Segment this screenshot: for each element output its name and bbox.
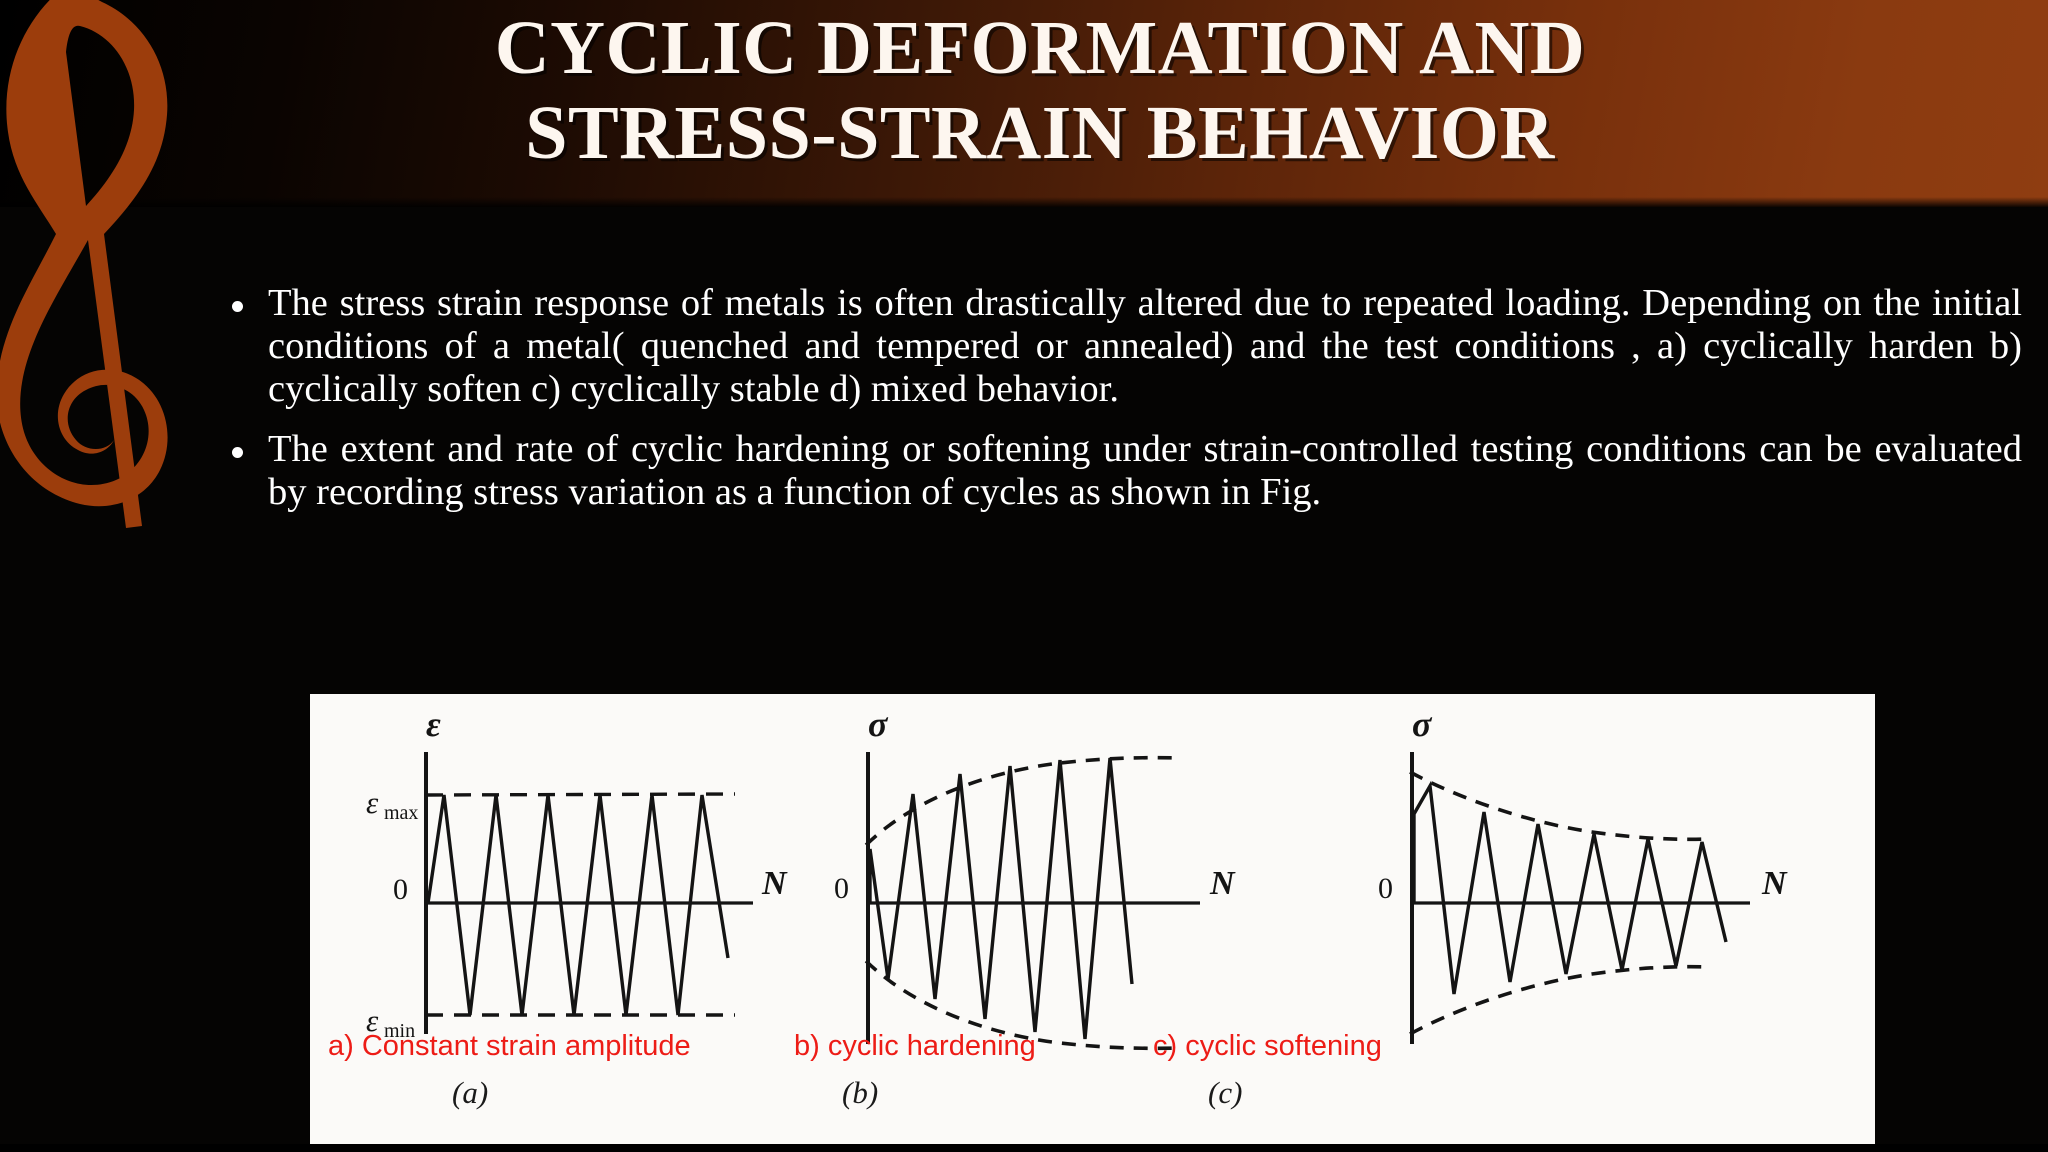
bullet-dot-icon [232, 447, 243, 459]
title-band [0, 0, 2048, 207]
figure-panel-b: 0 σ N [770, 694, 1330, 1145]
panel-a-origin-label: 0 [393, 873, 408, 906]
panel-b-origin-label: 0 [834, 872, 849, 905]
page-title: CYCLIC DEFORMATION AND STRESS-STRAIN BEH… [230, 6, 1850, 176]
panel-c-caption: c) cyclic softening [1153, 1030, 1382, 1062]
bullet-item-2: The extent and rate of cyclic hardening … [210, 428, 2022, 514]
slide-bottom-edge [0, 1144, 2048, 1152]
bullet-text-1: The stress strain response of metals is … [268, 282, 2022, 410]
panel-c-yaxis-label: σ [1412, 704, 1433, 744]
page-title-line-2: STRESS-STRAIN BEHAVIOR [525, 91, 1555, 176]
panel-c-xaxis-label: N [1761, 865, 1788, 902]
panel-a-yaxis-label: ε [426, 704, 441, 744]
figure-image: ε max ε min 0 ε N 0 σ N [310, 694, 1875, 1145]
figure-panel-c: 0 σ N [1330, 694, 1875, 1145]
panel-c-sublabel: (c) [1208, 1075, 1243, 1110]
panel-b-caption: b) cyclic hardening [794, 1030, 1036, 1062]
bullet-dot-icon [232, 301, 243, 313]
panel-c-origin-label: 0 [1378, 872, 1393, 905]
page-title-line-1: CYCLIC DEFORMATION AND [494, 6, 1586, 90]
bullet-item-1: The stress strain response of metals is … [210, 282, 2022, 411]
body-text: The stress strain response of metals is … [210, 282, 2022, 531]
svg-text:max: max [384, 802, 418, 824]
panel-a-ymin-label: ε [366, 1003, 379, 1038]
panel-a-sublabel: (a) [452, 1075, 489, 1110]
panel-a-caption: a) Constant strain amplitude [328, 1030, 691, 1062]
panel-b-sublabel: (b) [842, 1075, 879, 1110]
svg-text:min: min [384, 1020, 415, 1042]
panel-b-xaxis-label: N [1209, 865, 1236, 902]
figure-panel-a: ε max ε min 0 ε N [310, 694, 810, 1145]
panel-a-ymax-label: ε [366, 785, 379, 820]
bullet-text-2: The extent and rate of cyclic hardening … [268, 427, 2022, 513]
panel-b-yaxis-label: σ [868, 704, 889, 744]
panel-a-xaxis-label: N [761, 865, 788, 902]
